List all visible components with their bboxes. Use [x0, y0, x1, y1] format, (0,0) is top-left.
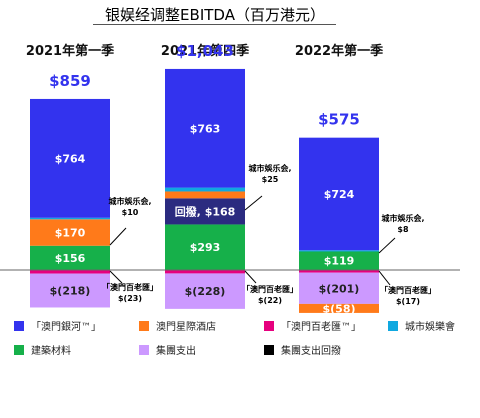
segment-label: $170 [55, 227, 86, 240]
legend-label: 澳門星際酒店 [156, 320, 216, 333]
callout-text: 城市娛乐会, [381, 213, 424, 223]
callout-text: $8 [397, 225, 409, 234]
callout-text: $(17) [396, 297, 420, 306]
bar-segment [299, 270, 379, 273]
bar-segment [30, 219, 110, 246]
segment-label: $763 [190, 122, 221, 135]
bar-segment [30, 270, 110, 274]
bar-segment [165, 191, 245, 199]
callout-line [109, 270, 123, 284]
segment-label: $764 [55, 152, 86, 165]
bar-segment [299, 272, 379, 304]
legend-label: 城市娛樂會 [405, 320, 455, 333]
callout-text: $25 [262, 175, 279, 184]
callout-line [378, 270, 391, 286]
bar-segment [299, 137, 379, 251]
callout-text: 「澳門百老匯」 [242, 284, 298, 294]
segment-label: $293 [190, 241, 221, 254]
segment-label: $(228) [185, 285, 226, 298]
segment-label: 回撥, $168 [175, 204, 236, 218]
callout-line [244, 195, 263, 211]
category-label: 2021年第四季 [161, 43, 249, 59]
legend-swatch [139, 321, 149, 331]
legend-label: 「澳門銀河™」 [31, 320, 101, 333]
segment-label: $724 [324, 188, 355, 201]
bar-segment [30, 273, 110, 308]
callout-text: 「澳門百老匯」 [380, 285, 436, 295]
legend-swatch [14, 345, 24, 355]
segment-label: $119 [324, 255, 355, 268]
callout-text: $(23) [118, 294, 142, 303]
legend-label: 建築材料 [31, 344, 71, 357]
segment-label: $(58) [322, 302, 355, 315]
category-label: 2022年第一季 [295, 43, 383, 59]
callout-text: $(22) [258, 296, 282, 305]
bar-segment [165, 273, 245, 309]
callout-text: 城市娛乐会, [108, 196, 151, 206]
bar-segment [165, 187, 245, 192]
segment-label: $(201) [319, 282, 360, 295]
title-underline [93, 24, 336, 25]
legend-label: 集團支出回撥 [281, 344, 341, 357]
segment-label: $156 [55, 252, 86, 265]
bar-segment [165, 198, 245, 225]
bar-segment [299, 251, 379, 270]
bar-segment [165, 270, 245, 274]
legend-swatch [264, 345, 274, 355]
bar-segment [30, 98, 110, 218]
callout-line [109, 227, 127, 246]
callout-text: 「澳門百老匯」 [102, 282, 158, 292]
callout-line [244, 270, 257, 284]
category-label: 2021年第一季 [26, 43, 114, 59]
bar-total: $859 [49, 72, 91, 90]
callout-text: $10 [122, 208, 139, 217]
bar-total: $575 [318, 111, 360, 129]
bar-total: $1,043 [176, 42, 234, 60]
chart-title: 银娱经调整EBITDA（百万港元） [105, 6, 325, 24]
bar-segment [299, 250, 379, 252]
legend-label: 「澳門百老匯™」 [281, 320, 361, 333]
bar-segment [165, 224, 245, 270]
bar-segment [30, 245, 110, 270]
legend-swatch [264, 321, 274, 331]
legend-label: 集團支出 [156, 344, 196, 357]
legend-swatch [388, 321, 398, 331]
bar-segment [30, 217, 110, 220]
segment-label: $(218) [50, 285, 91, 298]
legend-swatch [14, 321, 24, 331]
callout-line [378, 237, 396, 254]
callout-text: 城市娛乐会, [248, 163, 291, 173]
legend-swatch [139, 345, 149, 355]
bar-segment [299, 303, 379, 313]
bar-segment [165, 68, 245, 188]
